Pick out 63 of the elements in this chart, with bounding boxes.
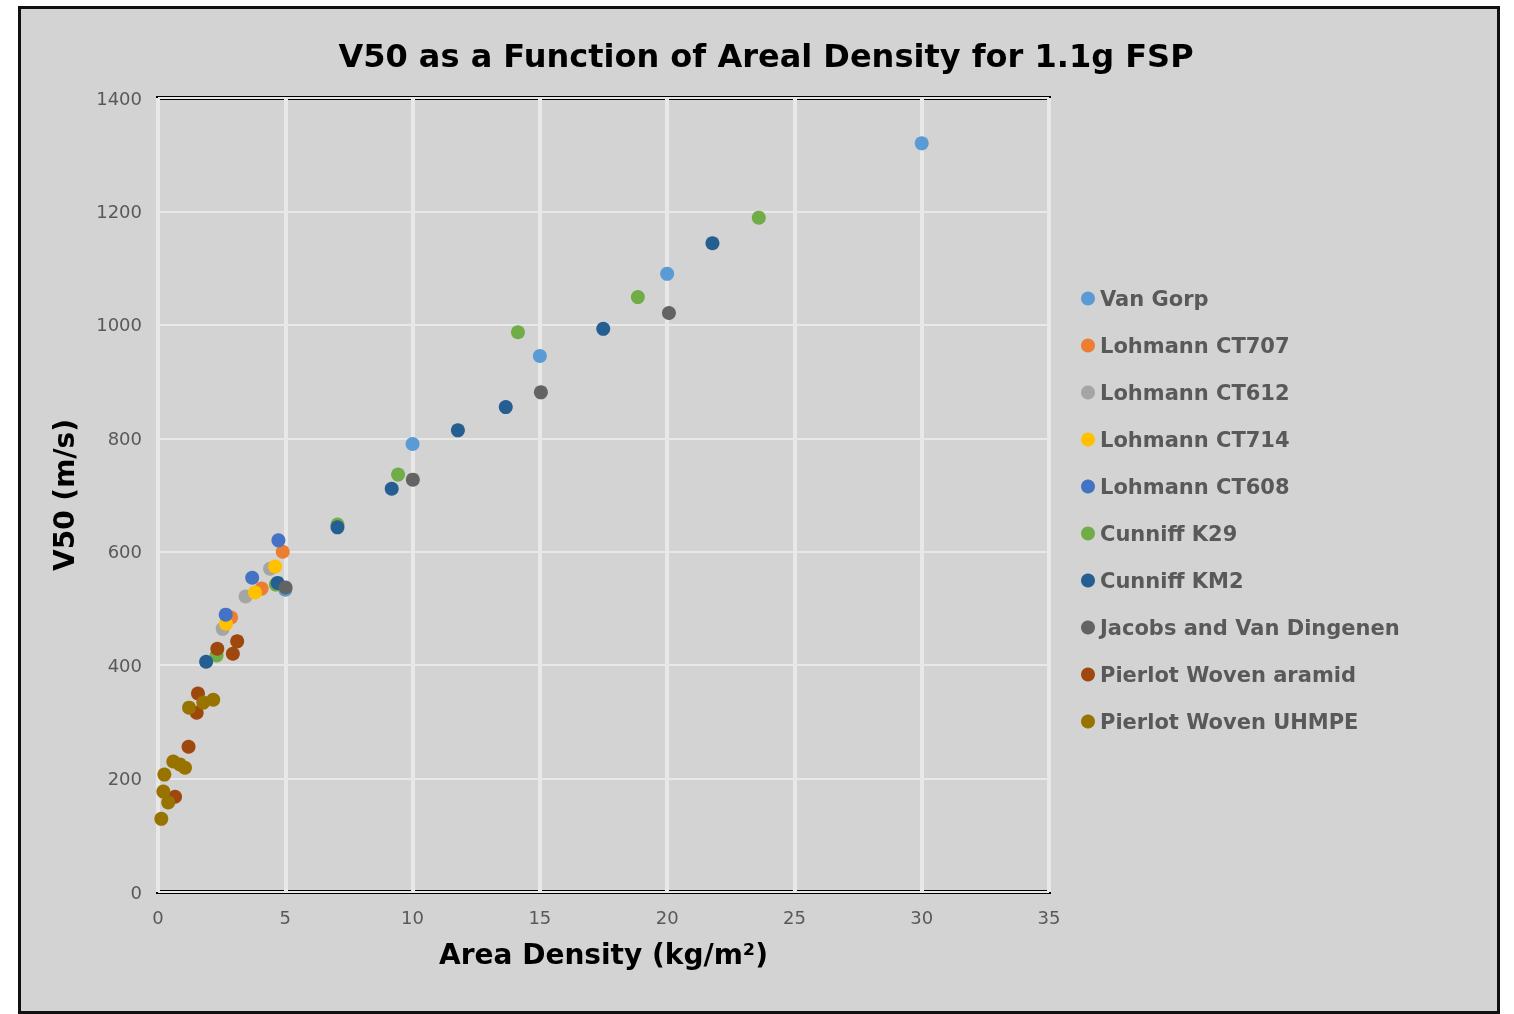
point (405, 436, 420, 451)
legend-label: Cunniff KM2 (1100, 568, 1244, 593)
y-tick-label: 600 (107, 541, 142, 563)
x-tick-label: 5 (279, 906, 292, 928)
legend-label: Pierlot Woven UHMPE (1100, 709, 1359, 734)
point (391, 467, 406, 482)
x-tick-label: 15 (528, 906, 552, 928)
point (218, 607, 233, 622)
point (181, 739, 196, 754)
legend-label: Lohmann CT608 (1100, 474, 1290, 499)
point (630, 290, 645, 305)
point (405, 472, 420, 487)
point (914, 136, 929, 151)
point (157, 767, 172, 782)
point (206, 692, 221, 707)
point (210, 641, 225, 656)
point (660, 266, 675, 281)
x-tick-label: 35 (1037, 906, 1061, 928)
point (450, 423, 465, 438)
legend-label: Pierlot Woven aramid (1100, 662, 1357, 687)
x-tick-label: 10 (401, 906, 425, 928)
chart-title: V50 as a Function of Areal Density for 1.1g FSP (338, 37, 1194, 75)
y-tick-label: 800 (107, 427, 142, 449)
legend-label: Lohmann CT707 (1100, 333, 1290, 358)
x-tick-label: 20 (655, 906, 679, 928)
point (532, 349, 547, 364)
point (154, 811, 169, 826)
legend-label: Lohmann CT612 (1100, 380, 1290, 405)
x-axis-title: Area Density (kg/m²) (439, 937, 768, 971)
point (248, 585, 262, 600)
point (225, 646, 240, 661)
point (182, 700, 197, 715)
point (156, 784, 171, 799)
point (178, 760, 192, 775)
legend-label: Lohmann CT714 (1100, 427, 1290, 452)
point (275, 544, 290, 559)
x-tick-label: 0 (152, 906, 164, 928)
x-tick-label: 30 (910, 906, 934, 928)
y-tick-label: 1200 (96, 200, 142, 222)
point (705, 236, 720, 251)
point (510, 325, 525, 340)
y-tick-label: 1400 (96, 87, 142, 109)
point (161, 795, 176, 810)
point (268, 559, 283, 574)
point (751, 210, 766, 225)
y-tick-label: 200 (107, 768, 142, 790)
point (533, 385, 548, 400)
x-tick-label: 25 (782, 906, 806, 928)
point (661, 305, 676, 320)
point (384, 481, 399, 496)
point (498, 400, 513, 415)
legend-label: Cunniff K29 (1100, 521, 1238, 546)
legend-label: Jacobs and Van Dingenen (1098, 615, 1400, 640)
point (271, 533, 286, 548)
point (199, 654, 214, 669)
y-tick-label: 1000 (96, 314, 142, 336)
y-tick-label: 400 (107, 654, 142, 676)
y-tick-label: 0 (130, 881, 142, 903)
point (230, 634, 245, 649)
y-axis-title: V50 (m/s) (47, 418, 81, 572)
point (245, 570, 260, 585)
legend-label: Van Gorp (1100, 286, 1209, 311)
point (596, 321, 611, 336)
